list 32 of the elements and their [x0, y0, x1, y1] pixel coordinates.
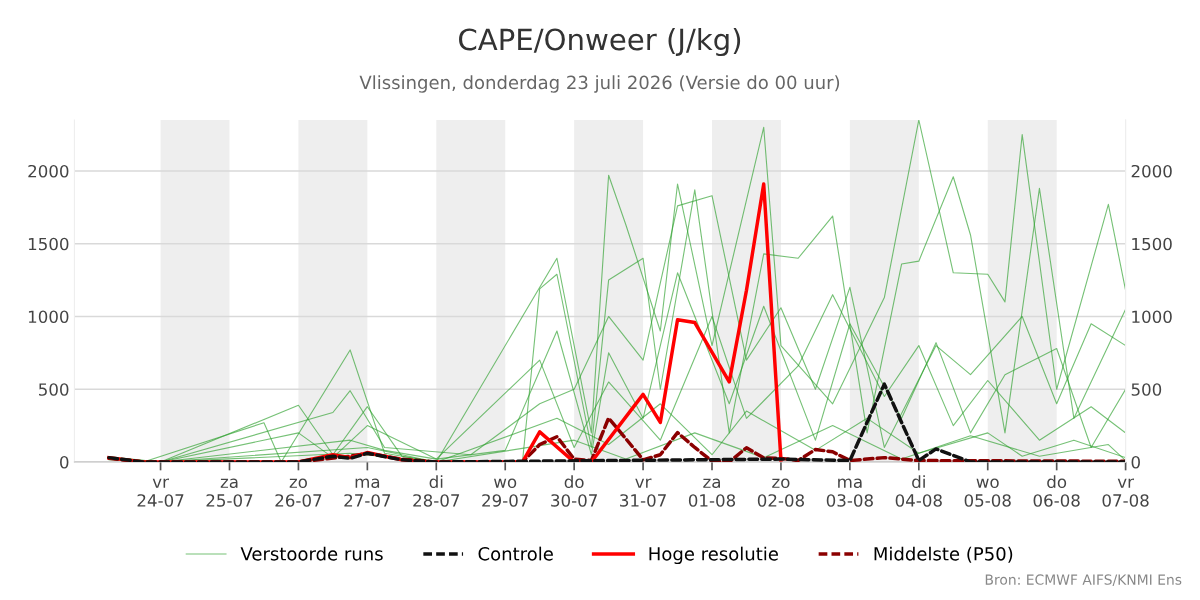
legend-label: Middelste (P50): [874, 546, 1013, 563]
x-tick-label: wo 29-07: [482, 478, 529, 507]
x-tick-label: za 01-08: [688, 478, 736, 507]
y-tick-label: 1000: [28, 310, 69, 324]
legend-label: Verstoorde runs: [240, 546, 383, 561]
chart-subtitle: Vlissingen, donderdag 23 juli 2026 (Versie do 00 uur): [359, 75, 840, 93]
y2-tick-label: 2000: [1131, 164, 1172, 178]
x-tick-label: vr 31-07: [620, 478, 666, 507]
x-tick-label: wo 05-08: [964, 478, 1011, 507]
y-tick-label: 500: [39, 383, 69, 396]
x-tick-label: zo 02-08: [757, 478, 805, 507]
y-tick-label: 2000: [28, 164, 69, 178]
chart-title: CAPE/Onweer (J/kg): [459, 27, 741, 57]
y2-tick-label: 500: [1131, 383, 1162, 396]
text: Bron: ECMWF AIFS/KNMI Ens: [985, 574, 1182, 586]
y2-tick-label: 1500: [1132, 237, 1172, 251]
x-tick-label: vr 24-07: [137, 478, 184, 507]
x-tick-label: ma 03-08: [826, 478, 873, 507]
legend-label: Hoge resolutie: [649, 546, 778, 565]
y2-tick-label: 1000: [1132, 310, 1172, 324]
x-tick-label: di 04-08: [895, 475, 942, 507]
y-tick-label: 1500: [28, 237, 69, 251]
y-tick-label: 0: [60, 455, 69, 469]
x-tick-label: do 06-08: [1033, 475, 1080, 507]
legend-label: Controle: [478, 546, 553, 561]
y2-tick-label: 0: [1131, 455, 1140, 469]
x-tick-label: za 25-07: [206, 478, 253, 507]
x-tick-label: vr 07-08: [1102, 478, 1149, 507]
x-tick-label: ma 27-07: [344, 478, 391, 507]
x-tick-label: zo 26-07: [275, 478, 322, 507]
x-tick-label: di 28-07: [413, 475, 460, 507]
x-tick-label: do 30-07: [551, 475, 597, 507]
